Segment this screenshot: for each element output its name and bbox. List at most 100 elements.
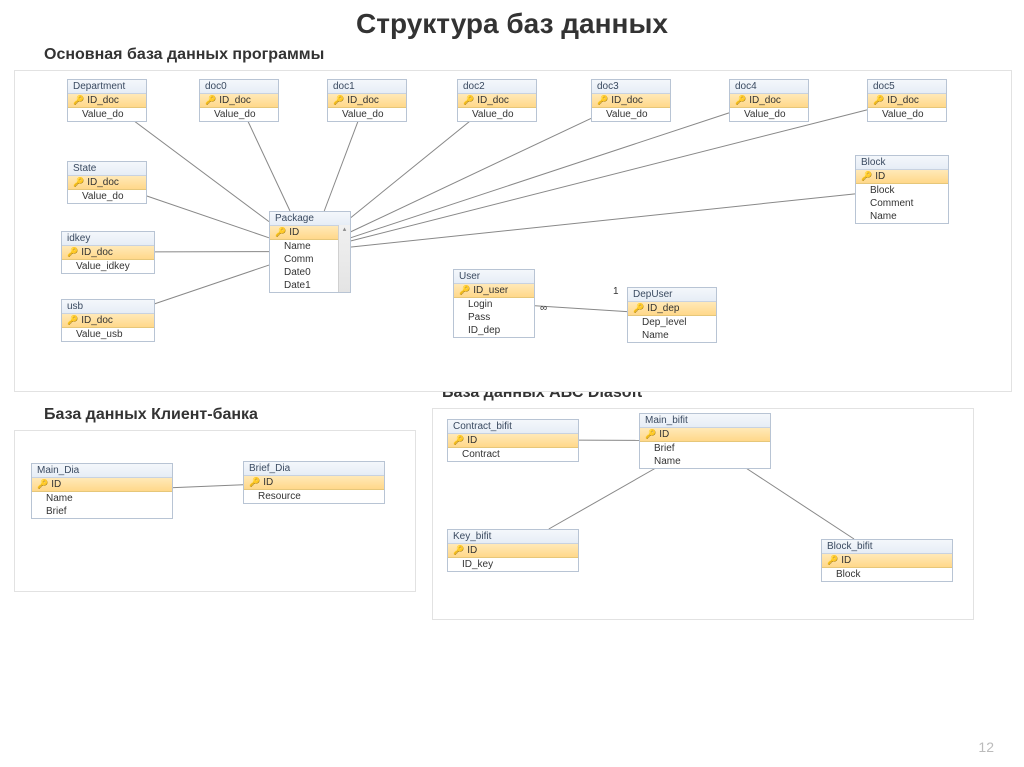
key-icon: 🔑 <box>597 95 608 105</box>
table-field: Dep_level <box>628 316 716 329</box>
key-icon: 🔑 <box>645 429 656 439</box>
table-field: Name <box>856 210 948 223</box>
table-field: Name <box>640 455 770 468</box>
table-key-row: 🔑ID <box>32 478 172 492</box>
table-title: doc0 <box>200 80 278 94</box>
diagram-main-db: Department🔑ID_docValue_dodoc0🔑ID_docValu… <box>14 70 1012 392</box>
table-key-row: 🔑ID_doc <box>868 94 946 108</box>
table-title: doc2 <box>458 80 536 94</box>
table-block[interactable]: Block🔑IDBlockCommentName <box>855 155 949 224</box>
key-icon: 🔑 <box>73 95 84 105</box>
table-title: Department <box>68 80 146 94</box>
table-key-row: 🔑ID_doc <box>730 94 808 108</box>
table-field: Pass <box>454 311 534 324</box>
table-title: DepUser <box>628 288 716 302</box>
table-doc3[interactable]: doc3🔑ID_docValue_do <box>591 79 671 122</box>
table-title: usb <box>62 300 154 314</box>
table-doc5[interactable]: doc5🔑ID_docValue_do <box>867 79 947 122</box>
table-field: Value_idkey <box>62 260 154 273</box>
subtitle-client-bank: База данных Клиент-банка <box>44 406 414 424</box>
key-icon: 🔑 <box>861 171 872 181</box>
section-client-bank: База данных Клиент-банка Main_Dia🔑IDName… <box>14 402 414 620</box>
scrollbar[interactable] <box>338 225 350 292</box>
table-main_bifit[interactable]: Main_bifit🔑IDBriefName <box>639 413 771 469</box>
table-key-row: 🔑ID_doc <box>68 94 146 108</box>
table-state[interactable]: State🔑ID_docValue_do <box>67 161 147 204</box>
table-idkey[interactable]: idkey🔑ID_docValue_idkey <box>61 231 155 274</box>
table-key-row: 🔑ID <box>822 554 952 568</box>
table-title: Main_bifit <box>640 414 770 428</box>
diagram-client-bank: Main_Dia🔑IDNameBriefBrief_Dia🔑IDResource <box>14 430 416 592</box>
table-block_bifit[interactable]: Block_bifit🔑IDBlock <box>821 539 953 582</box>
table-title: Main_Dia <box>32 464 172 478</box>
table-brief_dia[interactable]: Brief_Dia🔑IDResource <box>243 461 385 504</box>
key-icon: 🔑 <box>633 303 644 313</box>
page-title: Структура баз данных <box>0 0 1024 44</box>
cardinality-many: ∞ <box>540 303 547 314</box>
section-abs-diasoft: База данных АБС Diasoft Contract_bifit🔑I… <box>432 402 1010 620</box>
table-field: ID_dep <box>454 324 534 337</box>
key-icon: 🔑 <box>453 545 464 555</box>
table-key-row: 🔑ID_doc <box>458 94 536 108</box>
table-title: doc3 <box>592 80 670 94</box>
table-title: Key_bifit <box>448 530 578 544</box>
table-key-row: 🔑ID <box>640 428 770 442</box>
table-department[interactable]: Department🔑ID_docValue_do <box>67 79 147 122</box>
key-icon: 🔑 <box>735 95 746 105</box>
key-icon: 🔑 <box>67 315 78 325</box>
table-field: Value_do <box>68 108 146 121</box>
table-key-row: 🔑ID <box>244 476 384 490</box>
subtitle-main-db: Основная база данных программы <box>0 44 1024 70</box>
table-title: State <box>68 162 146 176</box>
table-title: idkey <box>62 232 154 246</box>
table-field: Value_do <box>458 108 536 121</box>
table-package[interactable]: Package🔑IDNameCommDate0Date1 <box>269 211 351 293</box>
table-title: User <box>454 270 534 284</box>
table-key-row: 🔑ID <box>448 544 578 558</box>
table-field: Login <box>454 298 534 311</box>
key-icon: 🔑 <box>453 435 464 445</box>
table-doc4[interactable]: doc4🔑ID_docValue_do <box>729 79 809 122</box>
table-doc1[interactable]: doc1🔑ID_docValue_do <box>327 79 407 122</box>
table-field: Name <box>628 329 716 342</box>
key-icon: 🔑 <box>827 555 838 565</box>
table-title: Brief_Dia <box>244 462 384 476</box>
table-field: Resource <box>244 490 384 503</box>
table-field: Comment <box>856 197 948 210</box>
diagram-abs-diasoft: Contract_bifit🔑IDContractMain_bifit🔑IDBr… <box>432 408 974 620</box>
table-key-row: 🔑ID <box>448 434 578 448</box>
table-field: Brief <box>640 442 770 455</box>
table-field: Value_do <box>592 108 670 121</box>
key-icon: 🔑 <box>275 227 286 237</box>
table-key-row: 🔑ID_dep <box>628 302 716 316</box>
table-doc0[interactable]: doc0🔑ID_docValue_do <box>199 79 279 122</box>
table-field: Value_usb <box>62 328 154 341</box>
table-title: Package <box>270 212 350 226</box>
table-field: Value_do <box>868 108 946 121</box>
table-title: doc5 <box>868 80 946 94</box>
key-icon: 🔑 <box>463 95 474 105</box>
table-depuser[interactable]: DepUser🔑ID_depDep_levelName <box>627 287 717 343</box>
table-usb[interactable]: usb🔑ID_docValue_usb <box>61 299 155 342</box>
key-icon: 🔑 <box>67 247 78 257</box>
table-key-row: 🔑ID_doc <box>62 314 154 328</box>
table-key-row: 🔑ID_doc <box>328 94 406 108</box>
table-field: Value_do <box>328 108 406 121</box>
key-icon: 🔑 <box>37 479 48 489</box>
key-icon: 🔑 <box>459 285 470 295</box>
table-key-row: 🔑ID_user <box>454 284 534 298</box>
table-title: Block <box>856 156 948 170</box>
table-main_dia[interactable]: Main_Dia🔑IDNameBrief <box>31 463 173 519</box>
table-contract_bifit[interactable]: Contract_bifit🔑IDContract <box>447 419 579 462</box>
table-field: Value_do <box>200 108 278 121</box>
page-number: 12 <box>978 739 994 755</box>
table-key-row: 🔑ID <box>856 170 948 184</box>
table-field: Value_do <box>730 108 808 121</box>
table-title: doc1 <box>328 80 406 94</box>
table-user[interactable]: User🔑ID_userLoginPassID_dep <box>453 269 535 338</box>
table-key-row: 🔑ID_doc <box>592 94 670 108</box>
table-field: Block <box>856 184 948 197</box>
table-doc2[interactable]: doc2🔑ID_docValue_do <box>457 79 537 122</box>
cardinality-one: 1 <box>613 286 619 297</box>
table-key_bifit[interactable]: Key_bifit🔑IDID_key <box>447 529 579 572</box>
